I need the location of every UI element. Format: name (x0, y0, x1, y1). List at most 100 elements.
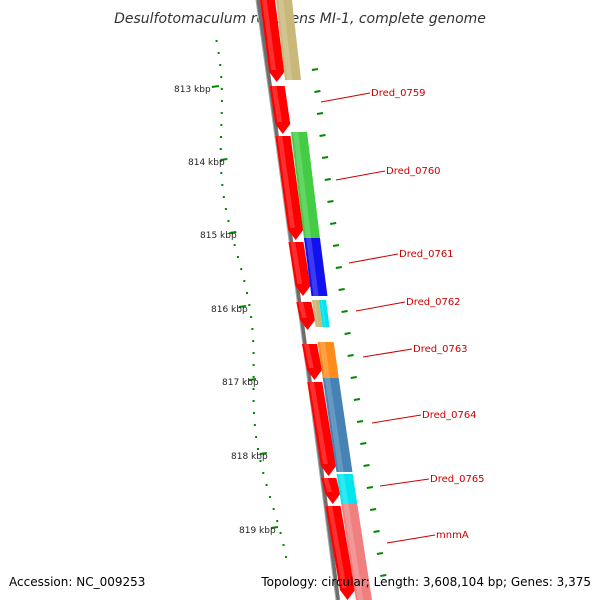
gc-skew-dot (240, 268, 243, 270)
cds-track (260, 0, 355, 600)
gc-skew-dot (262, 472, 265, 474)
outer-dot (344, 332, 351, 335)
genome-backbone (256, 0, 340, 600)
cds-arrow (275, 136, 304, 240)
kbp-label-816: 816 kbp (211, 305, 248, 315)
gc-skew-dot (252, 352, 255, 354)
cog-block-shine (293, 132, 312, 240)
cds-arrow (269, 86, 291, 134)
cds-arrow (301, 344, 323, 380)
cog-block (341, 504, 372, 600)
topology-text: Topology: circular; Length: 3,608,104 bp… (260, 575, 591, 589)
leader-line (362, 348, 413, 358)
leader-line (320, 92, 371, 103)
gc-skew-dot (236, 256, 239, 258)
gc-skew-dot (219, 64, 222, 66)
gc-skew-dot (248, 304, 251, 306)
gc-skew-dot (222, 196, 225, 198)
outer-dot-track (311, 68, 387, 577)
gc-skew-dot (220, 172, 223, 174)
gene-label-mnma: mnmA (436, 530, 469, 541)
outer-dot (321, 156, 329, 159)
gc-skew-dot (219, 160, 222, 162)
cog-track (276, 0, 372, 600)
leader-line (386, 534, 436, 544)
gc-skew-dot (246, 292, 249, 294)
gene-label-dred-0764: Dred_0764 (422, 410, 477, 421)
map-title: Desulfotomaculum reducens MI-1, complete… (114, 11, 486, 27)
outer-dot (314, 90, 321, 93)
gc-skew-dot (252, 376, 255, 378)
scale-tick (270, 526, 279, 529)
kbp-label-813: 813 kbp (174, 85, 211, 95)
label-leaders (320, 92, 436, 544)
outer-dot (311, 68, 319, 71)
scale-tick (220, 158, 228, 161)
scale-tick (211, 85, 219, 88)
cog-block-shine (305, 238, 319, 296)
gc-skew-dot (279, 532, 282, 534)
gc-skew-dot (224, 208, 227, 210)
outer-dot (319, 134, 326, 137)
gc-skew-dot (250, 316, 253, 318)
gc-skew-dot (220, 124, 223, 126)
gene-label-dred-0761: Dred_0761 (399, 249, 454, 260)
cog-block-shine (319, 342, 330, 378)
gc-skew-dot (255, 436, 258, 438)
gc-skew-dot (252, 400, 255, 402)
gc-skew-dot (220, 100, 223, 102)
gene-label-dred-0765: Dred_0765 (430, 474, 485, 485)
cog-block-shine (314, 300, 319, 327)
cog-block (317, 342, 339, 378)
leader-line (335, 170, 386, 181)
cog-block (276, 0, 302, 80)
cds-arrow (288, 242, 311, 296)
kbp-label-815: 815 kbp (200, 231, 237, 241)
kbp-label-818: 818 kbp (231, 452, 268, 462)
cog-block (322, 378, 353, 472)
gc-skew-dot (285, 556, 288, 558)
gene-label-dred-0763: Dred_0763 (413, 344, 468, 355)
gc-skew-dot (259, 460, 262, 462)
gc-skew-dot (282, 544, 285, 546)
outer-dot (316, 112, 324, 115)
outer-dot (360, 442, 367, 445)
gc-skew-dot (257, 448, 260, 450)
outer-dot (332, 244, 340, 247)
gc-skew-dot (217, 52, 220, 54)
gc-skew-dot (243, 280, 246, 282)
cds-arrow-shine (303, 344, 314, 368)
scale-tick (238, 305, 247, 308)
kbp-label-814: 814 kbp (188, 158, 225, 168)
gc-skew-dot (252, 388, 255, 390)
cds-arrow-shine (298, 302, 307, 318)
cds-arrow-shine (271, 86, 283, 122)
outer-dot (341, 310, 348, 313)
gc-skew-dot (269, 496, 272, 498)
scale-tick (259, 452, 267, 455)
outer-dot (380, 574, 387, 577)
cog-block (336, 474, 358, 504)
scale-tick (229, 231, 237, 234)
cds-arrow (325, 506, 355, 600)
cog-block (291, 132, 321, 240)
outer-dot (330, 222, 337, 225)
gene-label-dred-0759: Dred_0759 (371, 88, 426, 99)
leader-line (355, 301, 406, 312)
gc-skew-dot (219, 136, 222, 138)
scale-ticks (211, 85, 279, 529)
cds-arrow-shine (323, 478, 333, 492)
cds-arrow-shine (290, 242, 303, 284)
outer-dot (338, 288, 345, 291)
kbp-labels: 813 kbp 814 kbp 815 kbp 816 kbp 817 kbp … (174, 85, 276, 536)
leader-line (379, 478, 430, 487)
cog-block-shine (338, 474, 349, 504)
gc-skew-dot (252, 412, 255, 414)
gc-skew-dot (251, 328, 254, 330)
gc-skew-dot (252, 364, 255, 366)
leader-line (371, 414, 422, 424)
cog-block (303, 238, 328, 296)
cds-arrow (321, 478, 341, 504)
gc-skew-dot (252, 340, 255, 342)
outer-dot (335, 266, 342, 269)
